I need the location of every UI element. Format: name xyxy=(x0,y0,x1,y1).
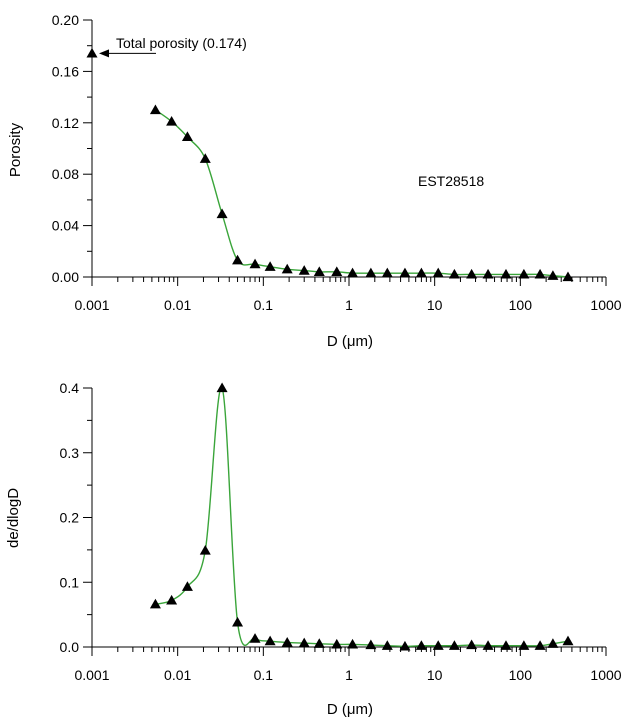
top-data-point xyxy=(534,268,546,279)
bottom-y-tick-label: 0.2 xyxy=(60,510,80,526)
top-data-point xyxy=(199,153,211,163)
bottom-data-point xyxy=(331,638,343,649)
top-x-tick-label: 10 xyxy=(427,297,443,313)
top-chart: Porosity D (μm) EST28518 Total porosity … xyxy=(7,35,484,350)
top-y-tick-label: 0.20 xyxy=(52,12,79,28)
total-porosity-point xyxy=(86,47,98,58)
top-y-tick-label: 0.12 xyxy=(52,115,79,131)
top-data-point xyxy=(313,266,325,276)
top-data-point xyxy=(381,267,393,278)
bottom-data-point xyxy=(181,581,193,591)
top-y-axis-title: Porosity xyxy=(7,122,24,177)
bottom-data-point xyxy=(518,640,530,650)
top-data-point xyxy=(365,267,377,278)
bottom-x-tick-label: 0.1 xyxy=(254,667,274,683)
bottom-data-point xyxy=(313,638,325,648)
bottom-plot-area: 0.001 0.01 0.1 1 10 100 1000 0.0 0.1 0.2 0.3 0.4 xyxy=(60,380,622,683)
top-data-point xyxy=(216,208,228,219)
bottom-y-tick-label: 0.0 xyxy=(60,639,80,655)
top-y-tick-label: 0.08 xyxy=(52,166,79,182)
bottom-data-point xyxy=(166,594,178,605)
top-data-point xyxy=(500,268,512,279)
bottom-data-point xyxy=(534,640,546,650)
bottom-data-point xyxy=(347,638,359,649)
sample-label: EST28518 xyxy=(418,173,484,189)
bottom-series-line xyxy=(155,386,569,648)
top-data-point xyxy=(181,131,193,142)
top-series-line xyxy=(155,109,569,278)
bottom-data-point xyxy=(249,633,261,643)
top-data-point xyxy=(298,265,310,275)
top-y-tick-label: 0.16 xyxy=(52,63,79,79)
bottom-data-point xyxy=(264,635,276,646)
top-data-point xyxy=(518,268,530,279)
bottom-data-point xyxy=(232,616,244,627)
bottom-data-point xyxy=(298,637,310,648)
bottom-data-point xyxy=(199,545,211,555)
top-data-point xyxy=(264,261,276,271)
bottom-x-tick-label: 1 xyxy=(345,667,353,683)
top-data-point xyxy=(399,267,411,278)
top-data-point xyxy=(347,267,359,278)
top-x-tick-label: 100 xyxy=(509,297,533,313)
top-plot-area: 0.001 0.01 0.1 1 10 100 1000 0.00 0.04 0.08 0.12 0.… xyxy=(52,12,622,313)
bottom-data-point xyxy=(365,639,377,650)
top-x-tick-label: 0.01 xyxy=(164,297,191,313)
top-x-tick-label: 1 xyxy=(345,297,353,313)
bottom-data-point xyxy=(500,640,512,650)
total-porosity-annotation: Total porosity (0.174) xyxy=(116,35,247,51)
bottom-y-tick-label: 0.4 xyxy=(60,380,80,396)
bottom-data-point xyxy=(482,640,494,650)
bottom-x-tick-label: 1000 xyxy=(590,667,621,683)
bottom-y-tick-label: 0.3 xyxy=(60,445,80,461)
bottom-x-tick-label: 0.01 xyxy=(164,667,191,683)
bottom-chart: de/dlogD D (μm) xyxy=(5,488,373,718)
top-data-point xyxy=(149,104,161,115)
bottom-data-point xyxy=(562,635,574,646)
bottom-x-tick-label: 100 xyxy=(509,667,533,683)
top-data-point xyxy=(249,258,261,269)
bottom-y-axis-title: de/dlogD xyxy=(5,488,22,548)
top-data-point xyxy=(547,270,559,280)
annotation-arrow-head xyxy=(99,49,109,58)
bottom-data-point xyxy=(448,640,460,650)
top-y-tick-label: 0.04 xyxy=(52,218,79,234)
bottom-data-point xyxy=(399,640,411,651)
top-data-point xyxy=(331,266,343,276)
bottom-y-tick-label: 0.1 xyxy=(60,574,80,590)
bottom-data-point xyxy=(466,639,478,650)
bottom-data-point xyxy=(432,640,444,650)
bottom-data-point xyxy=(381,640,393,650)
bottom-data-point xyxy=(281,636,293,647)
top-y-tick-label: 0.00 xyxy=(52,269,79,285)
top-data-point xyxy=(281,263,293,274)
top-data-point xyxy=(232,254,244,265)
bottom-data-point xyxy=(415,640,427,650)
top-x-axis-title: D (μm) xyxy=(327,333,373,350)
bottom-data-point xyxy=(149,598,161,609)
top-data-point xyxy=(482,268,494,279)
bottom-data-point xyxy=(547,638,559,648)
top-x-tick-label: 0.1 xyxy=(254,297,274,313)
top-x-tick-label: 1000 xyxy=(590,297,621,313)
top-data-point xyxy=(415,267,427,278)
top-data-point xyxy=(562,271,574,282)
bottom-x-tick-label: 10 xyxy=(427,667,443,683)
top-data-point xyxy=(166,116,178,126)
top-data-point xyxy=(432,267,444,278)
bottom-x-axis-title: D (μm) xyxy=(327,701,373,718)
top-x-tick-label: 0.001 xyxy=(74,297,109,313)
bottom-data-point xyxy=(216,382,228,393)
bottom-x-tick-label: 0.001 xyxy=(74,667,109,683)
top-data-point xyxy=(448,268,460,279)
top-data-point xyxy=(466,268,478,279)
